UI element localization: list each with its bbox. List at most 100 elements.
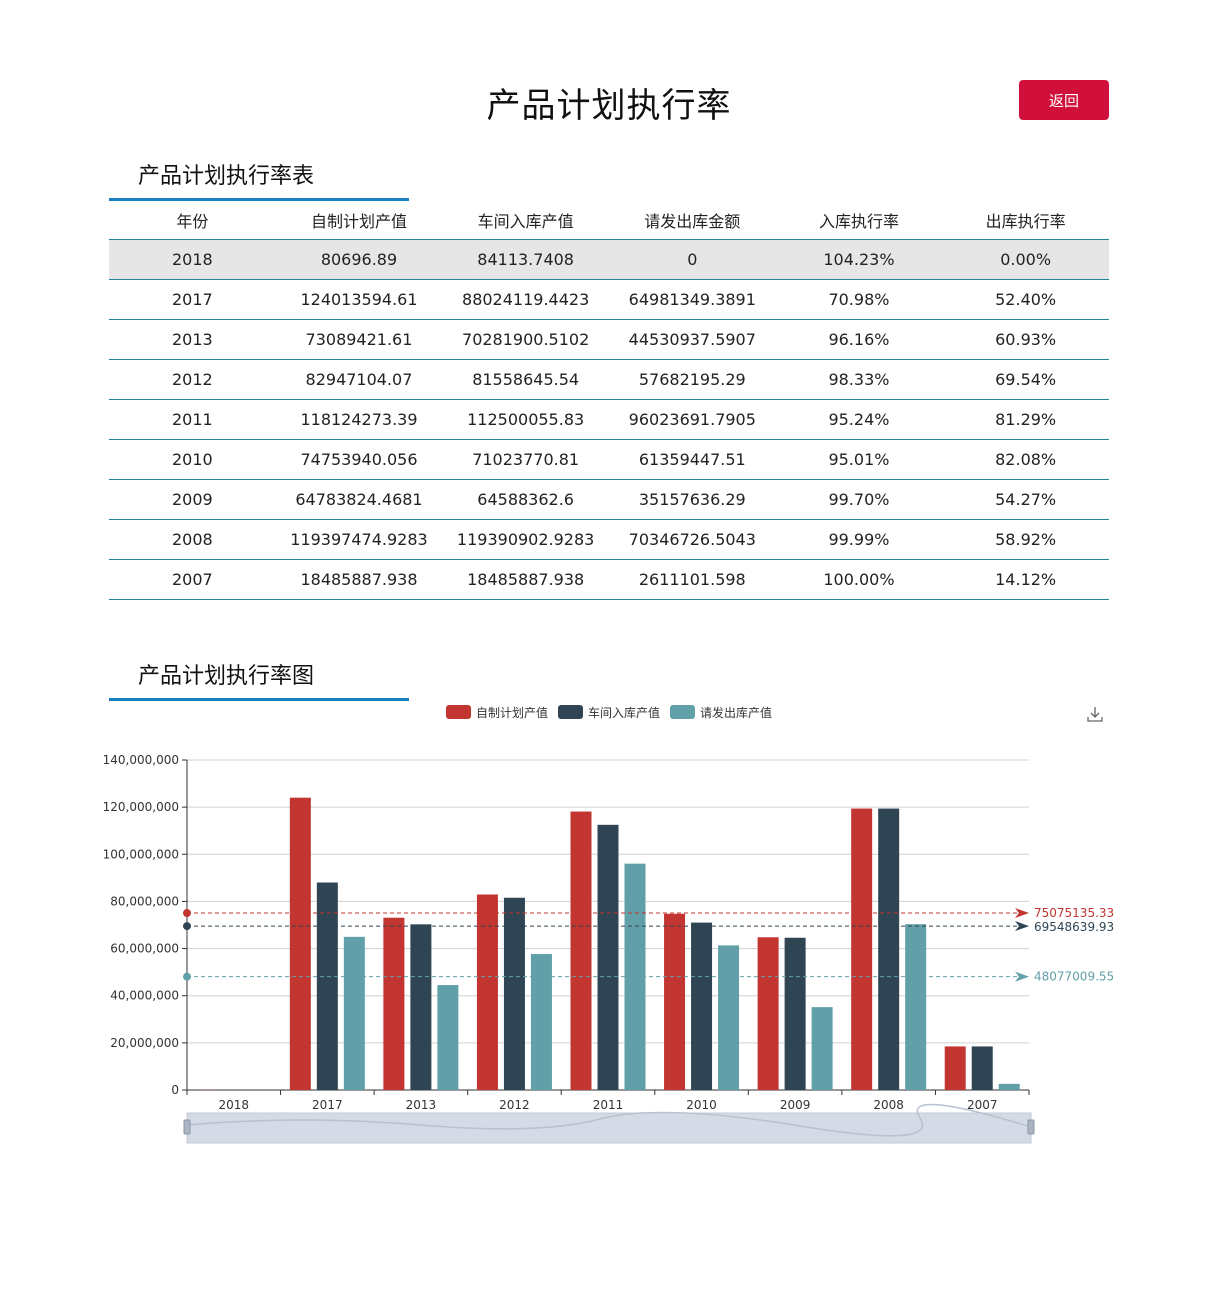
x-tick-label: 2007 xyxy=(967,1098,998,1112)
table-cell: 98.33% xyxy=(775,359,943,400)
table-cell: 0.00% xyxy=(942,239,1109,280)
table-cell: 95.24% xyxy=(775,399,943,440)
y-tick-label: 140,000,000 xyxy=(103,753,179,767)
bar xyxy=(878,808,900,1090)
bar xyxy=(570,811,592,1090)
bar xyxy=(971,1046,993,1090)
table-row: 2012 82947104.07 81558645.54 57682195.29 98.… xyxy=(109,359,1109,400)
table-cell: 104.23% xyxy=(775,239,943,280)
column-header: 入库执行率 xyxy=(775,200,943,240)
table-row: 2013 73089421.61 70281900.5102 44530937.590… xyxy=(109,319,1109,360)
table-cell: 73089421.61 xyxy=(275,319,443,360)
average-start-dot xyxy=(183,909,191,918)
x-tick-label: 2012 xyxy=(499,1098,530,1112)
table-cell: 2018 xyxy=(109,239,276,280)
table-cell: 2010 xyxy=(109,439,276,480)
table-row: 2010 74753940.056 71023770.81 61359447.51 95… xyxy=(109,439,1109,480)
table-cell: 2011 xyxy=(109,399,276,440)
table-cell: 81558645.54 xyxy=(442,359,609,400)
x-tick-label: 2008 xyxy=(873,1098,904,1112)
table-cell: 84113.7408 xyxy=(442,239,609,280)
table-cell: 112500055.83 xyxy=(442,399,609,440)
download-icon[interactable] xyxy=(1086,705,1104,723)
y-tick-label: 0 xyxy=(171,1083,179,1097)
table-cell: 18485887.938 xyxy=(275,559,443,600)
table-section-header: 产品计划执行率表 xyxy=(109,158,409,201)
table-cell: 2611101.598 xyxy=(608,559,776,600)
table-cell: 58.92% xyxy=(942,519,1109,560)
bar xyxy=(998,1083,1020,1090)
page-title: 产品计划执行率 xyxy=(486,86,732,126)
table-cell: 64783824.4681 xyxy=(275,479,443,520)
bar xyxy=(503,897,525,1090)
legend-label: 请发出库产值 xyxy=(700,705,773,720)
bar xyxy=(718,945,740,1090)
table-cell: 35157636.29 xyxy=(608,479,776,520)
column-header: 自制计划产值 xyxy=(275,200,443,240)
bar xyxy=(664,913,686,1090)
table-cell: 81.29% xyxy=(942,399,1109,440)
column-header: 出库执行率 xyxy=(942,200,1109,240)
table-cell: 70346726.5043 xyxy=(608,519,776,560)
column-header: 车间入库产值 xyxy=(442,200,609,240)
table-cell: 95.01% xyxy=(775,439,943,480)
average-arrow xyxy=(1015,908,1029,919)
legend-swatch xyxy=(557,705,583,719)
table-cell: 70.98% xyxy=(775,279,943,320)
y-tick-label: 120,000,000 xyxy=(103,800,179,814)
zoom-handle xyxy=(1027,1119,1035,1135)
zoom-handle xyxy=(183,1119,191,1135)
legend-swatch xyxy=(445,705,471,719)
table-cell: 2009 xyxy=(109,479,276,520)
legend-label: 车间入库产值 xyxy=(587,705,660,720)
bar xyxy=(476,894,498,1090)
table-cell: 44530937.5907 xyxy=(608,319,776,360)
legend-item[interactable]: 自制计划产值 xyxy=(445,704,548,720)
bar xyxy=(410,924,432,1090)
average-start-dot xyxy=(183,972,191,981)
legend-swatch xyxy=(670,705,695,719)
legend-label: 自制计划产值 xyxy=(475,705,548,720)
bar xyxy=(437,985,459,1090)
table-header-row: 年份 自制计划产值 车间入库产值 请发出库金额 入库执行率 出库执行率 xyxy=(109,200,1109,240)
bar-chart: 0 20,000,000 40,000,000 60,000,000 80,000,00… xyxy=(103,753,1114,1144)
x-tick-label: 2017 xyxy=(312,1098,343,1112)
legend-item[interactable]: 车间入库产值 xyxy=(557,704,660,720)
chart-legend: 自制计划产值 车间入库产值 请发出库产值 xyxy=(0,704,1218,720)
table-cell: 18485887.938 xyxy=(442,559,609,600)
table-row: 2008 119397474.9283 119390902.9283 70346726… xyxy=(109,519,1109,560)
table-cell: 2013 xyxy=(109,319,276,360)
legend-item[interactable]: 请发出库产值 xyxy=(670,704,772,720)
column-header: 年份 xyxy=(109,200,276,240)
back-button[interactable]: 返回 xyxy=(1019,80,1109,120)
chart-section-header: 产品计划执行率图 xyxy=(109,658,409,701)
average-start-dot xyxy=(183,922,191,931)
average-label: 75075135.33 xyxy=(1034,906,1114,920)
bar xyxy=(383,917,405,1090)
table-cell: 64981349.3891 xyxy=(608,279,776,320)
table-cell: 14.12% xyxy=(942,559,1109,600)
bar xyxy=(289,797,311,1090)
table-row: 2017 124013594.61 88024119.4423 64981349.38… xyxy=(109,279,1109,320)
average-arrow xyxy=(1015,971,1029,982)
table-cell: 60.93% xyxy=(942,319,1109,360)
table-row: 2011 118124273.39 112500055.83 96023691.790… xyxy=(109,399,1109,440)
x-tick-label: 2011 xyxy=(593,1098,624,1112)
x-tick-label: 2009 xyxy=(780,1098,811,1112)
bar xyxy=(316,882,338,1090)
bar xyxy=(597,824,619,1090)
column-header: 请发出库金额 xyxy=(608,200,776,240)
table-cell: 88024119.4423 xyxy=(442,279,609,320)
x-tick-label: 2018 xyxy=(219,1098,250,1112)
table-cell: 70281900.5102 xyxy=(442,319,609,360)
table-cell: 69.54% xyxy=(942,359,1109,400)
y-tick-label: 100,000,000 xyxy=(103,847,179,861)
table-cell: 2017 xyxy=(109,279,276,320)
bar xyxy=(905,924,927,1090)
average-label: 48077009.55 xyxy=(1034,970,1114,984)
table-cell: 64588362.6 xyxy=(442,479,609,520)
table-cell: 100.00% xyxy=(775,559,943,600)
y-tick-label: 80,000,000 xyxy=(110,894,179,908)
table-cell: 80696.89 xyxy=(275,239,443,280)
y-tick-label: 20,000,000 xyxy=(110,1036,179,1050)
